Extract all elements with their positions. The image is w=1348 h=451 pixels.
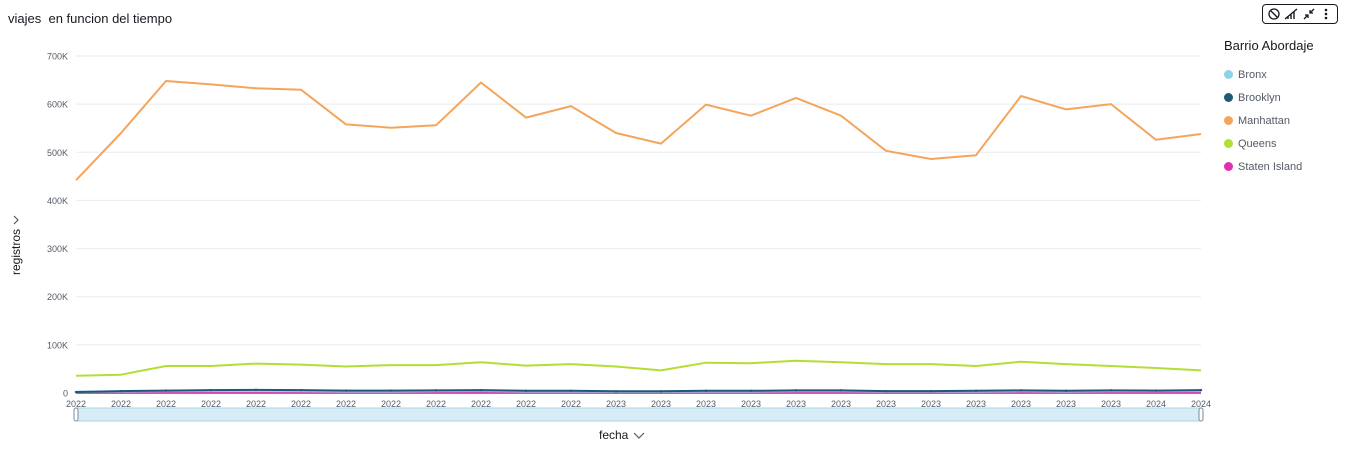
legend-label: Staten Island — [1238, 160, 1303, 173]
data-point — [209, 388, 213, 392]
data-point — [1199, 388, 1203, 392]
legend-item-queens[interactable]: Queens — [1224, 132, 1314, 155]
data-point — [119, 389, 123, 393]
x-axis-range-slider[interactable] — [75, 407, 1202, 422]
legend: Barrio Abordaje Bronx Brooklyn Manhattan Qu… — [1224, 38, 1314, 178]
series-line-manhattan — [75, 80, 1202, 181]
data-point — [344, 389, 348, 392]
series-line-queens — [75, 359, 1202, 377]
legend-item-manhattan[interactable]: Manhattan — [1224, 109, 1314, 132]
x-axis-label-button[interactable]: fecha — [599, 428, 645, 442]
legend-swatch — [1224, 70, 1233, 79]
legend-swatch — [1224, 139, 1233, 148]
legend-item-brooklyn[interactable]: Brooklyn — [1224, 86, 1314, 109]
chevron-down-icon — [633, 432, 645, 439]
data-point — [389, 389, 393, 392]
data-point — [254, 388, 258, 392]
chart-title: viajes en funcion del tiempo — [8, 11, 173, 26]
legend-label: Brooklyn — [1238, 91, 1281, 104]
data-point — [704, 389, 708, 393]
y-tick-label: 300K — [47, 244, 68, 254]
y-tick-label: 100K — [47, 340, 68, 350]
data-point — [434, 389, 438, 392]
series-line-bronx — [75, 390, 1202, 393]
data-point — [929, 389, 933, 393]
y-axis-label: registros — [9, 228, 23, 276]
series-line-brooklyn — [75, 388, 1202, 393]
legend-item-staten-island[interactable]: Staten Island — [1224, 155, 1314, 178]
y-tick-label: 200K — [47, 292, 68, 302]
legend-label: Bronx — [1238, 68, 1267, 81]
y-tick-label: 400K — [47, 196, 68, 206]
collapse-icon[interactable] — [1301, 6, 1317, 22]
data-point — [1019, 389, 1023, 392]
y-tick-label: 500K — [47, 148, 68, 158]
legend-title: Barrio Abordaje — [1224, 38, 1314, 53]
data-point — [749, 389, 753, 393]
range-slider-right-handle[interactable] — [1198, 407, 1204, 422]
y-tick-label: 0 — [63, 389, 68, 399]
focus-icon[interactable] — [1266, 6, 1282, 22]
data-point — [974, 389, 978, 393]
x-axis-label: fecha — [599, 428, 629, 442]
legend-label: Queens — [1238, 137, 1277, 150]
data-point — [479, 388, 483, 392]
data-point — [74, 390, 78, 394]
y-tick-label: 700K — [47, 52, 68, 62]
more-options-icon[interactable] — [1318, 6, 1334, 22]
range-slider-left-handle[interactable] — [73, 407, 79, 422]
data-point — [794, 389, 798, 392]
chevron-down-icon — [13, 215, 19, 225]
data-point — [659, 390, 663, 393]
legend-label: Manhattan — [1238, 114, 1290, 127]
data-point — [839, 389, 843, 392]
y-axis-label-button[interactable]: registros — [2, 205, 30, 285]
data-point — [164, 389, 168, 392]
chart-options-icon[interactable] — [1283, 6, 1299, 22]
legend-swatch — [1224, 116, 1233, 125]
legend-item-bronx[interactable]: Bronx — [1224, 63, 1314, 86]
y-tick-label: 600K — [47, 100, 68, 110]
data-point — [1064, 389, 1068, 393]
data-point — [569, 389, 573, 393]
data-point — [884, 389, 888, 393]
visual-toolbar — [1262, 4, 1338, 24]
legend-swatch — [1224, 93, 1233, 102]
legend-swatch — [1224, 162, 1233, 171]
data-point — [299, 388, 303, 392]
data-point — [524, 389, 528, 393]
data-point — [1109, 389, 1113, 392]
data-point — [614, 390, 618, 393]
data-point — [1154, 389, 1158, 392]
